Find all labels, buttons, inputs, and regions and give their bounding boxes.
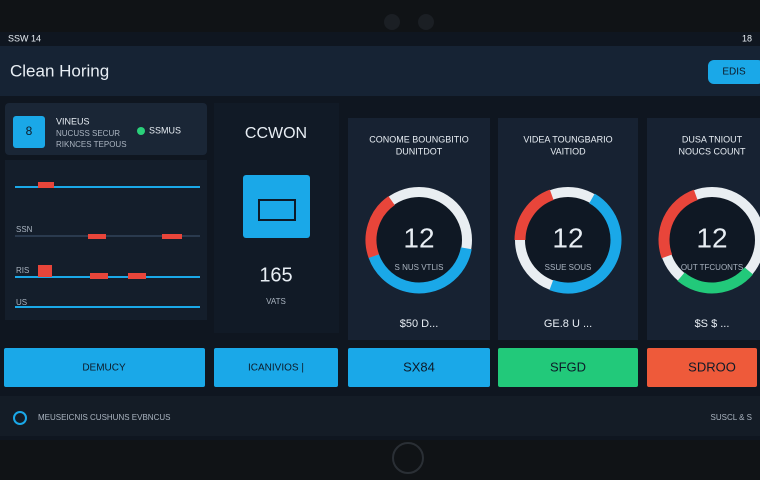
row-label: RIS xyxy=(16,266,29,275)
slider-knob xyxy=(38,265,52,277)
row-label: SSN xyxy=(16,225,33,234)
icon-label: 8 xyxy=(26,124,33,138)
card-subtitle: VAITIOD xyxy=(550,146,586,156)
price: GE.8 U ... xyxy=(544,318,592,330)
gauge-arc xyxy=(514,186,622,294)
button-label[interactable]: ICANIVIOS | xyxy=(248,363,304,374)
gauge-value: 12 xyxy=(403,222,434,253)
card-title: CONOME BOUNGBITIO xyxy=(369,134,469,144)
footer-icon xyxy=(13,411,27,425)
slider-knob xyxy=(38,182,54,188)
button[interactable] xyxy=(4,348,205,387)
gauge-caption: OUT TFCUONTS xyxy=(681,263,743,272)
card-line: RIKNCES TEPOUS xyxy=(56,140,127,149)
gauge-arc xyxy=(514,186,622,294)
card-title: VIDEA TOUNGBARIO xyxy=(523,134,612,144)
card-title: VINEUS xyxy=(56,116,90,126)
center-unit: VATS xyxy=(266,297,286,306)
info-card xyxy=(5,103,207,155)
gauge-arc xyxy=(658,186,760,294)
button-label[interactable]: SX84 xyxy=(403,359,435,374)
card-subtitle: NOUCS COUNT xyxy=(679,146,747,156)
slider-knob xyxy=(162,234,182,239)
button[interactable] xyxy=(348,348,490,387)
card-line: NUCUSS SECUR xyxy=(56,129,120,138)
slider-knob xyxy=(88,234,106,239)
footer-right: SUSCL & S xyxy=(711,413,753,422)
header-title: Clean Horing xyxy=(10,61,109,80)
price: $S $ ... xyxy=(695,318,730,330)
badge: SSMUS xyxy=(149,125,181,135)
header-button[interactable] xyxy=(708,60,760,84)
home-button xyxy=(392,442,424,474)
header xyxy=(0,46,760,96)
center-icon xyxy=(243,175,310,238)
status-right: 18 xyxy=(742,33,752,43)
footer-left: MEUSEICNIS CUSHUNS EVBNCUS xyxy=(38,413,170,422)
slider-knob xyxy=(90,273,108,279)
row-label: US xyxy=(16,298,27,307)
gauge-value: 12 xyxy=(552,222,583,253)
button-label[interactable]: SDROO xyxy=(688,359,736,374)
slider-knob xyxy=(128,273,146,279)
icon xyxy=(13,116,45,148)
gauge-value: 12 xyxy=(696,222,727,253)
badge-dot xyxy=(137,127,145,135)
card-subtitle: DUNITDOT xyxy=(396,146,443,156)
button-label[interactable]: SFGD xyxy=(550,359,586,374)
gauge-caption: SSUE SOUS xyxy=(545,263,592,272)
center-number: 165 xyxy=(259,264,292,286)
status-left: SSW 14 xyxy=(8,33,41,43)
button-label[interactable]: DEMUCY xyxy=(82,363,126,374)
slider-panel xyxy=(5,160,207,320)
footer xyxy=(0,396,760,436)
gauge-caption: S NUS VTLIS xyxy=(395,263,444,272)
button[interactable] xyxy=(498,348,638,387)
price: $50 D... xyxy=(400,318,439,330)
card-title: DUSA TNIOUT xyxy=(682,134,743,144)
center-title: CCWON xyxy=(245,125,307,142)
button[interactable] xyxy=(214,348,338,387)
button[interactable] xyxy=(647,348,757,387)
camera xyxy=(384,14,400,30)
gauge-arc xyxy=(365,186,473,294)
icon-glyph xyxy=(258,199,296,221)
header-button-label[interactable]: EDIS xyxy=(722,67,746,78)
camera xyxy=(418,14,434,30)
